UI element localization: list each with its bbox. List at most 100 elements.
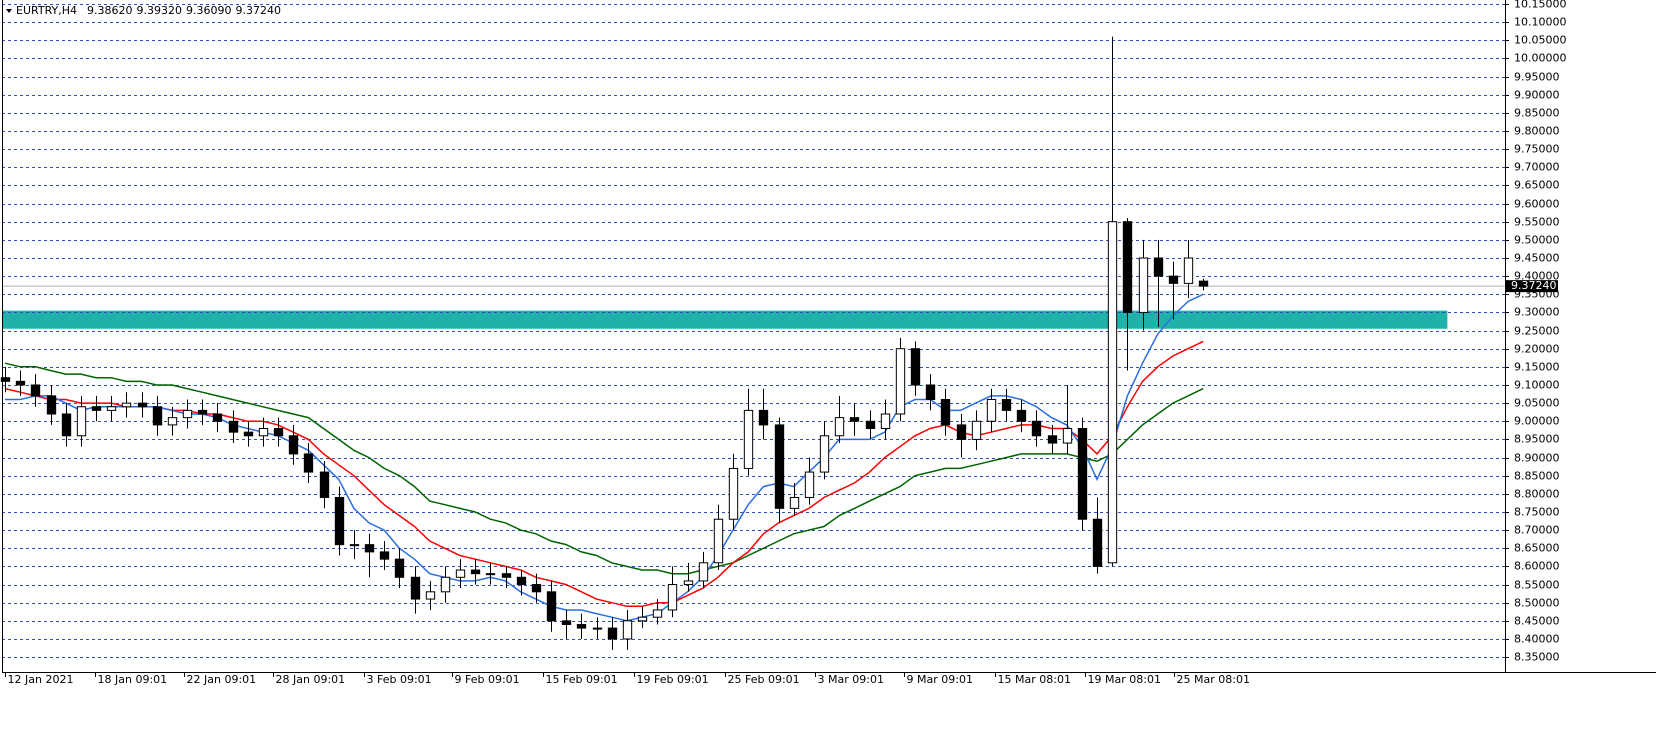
y-tick-label: 8.65000 xyxy=(1514,542,1560,555)
candle-body xyxy=(592,627,603,630)
candle-body xyxy=(865,420,876,430)
y-tick-label: 9.55000 xyxy=(1514,216,1560,229)
candle-body xyxy=(758,409,769,426)
candle-body xyxy=(561,620,572,625)
candle-body xyxy=(1168,275,1179,284)
y-tick-label: 8.85000 xyxy=(1514,470,1560,483)
candle-body xyxy=(485,573,496,576)
candle-body xyxy=(379,551,390,560)
candle-body xyxy=(1122,221,1133,313)
y-tick-label: 10.05000 xyxy=(1514,34,1567,47)
candle-body xyxy=(834,417,845,437)
x-tick-label: 19 Mar 08:01 xyxy=(1088,673,1161,686)
candle-body xyxy=(849,417,860,422)
candle-body xyxy=(819,435,830,473)
candle-body xyxy=(1031,420,1042,437)
y-tick-label: 8.35000 xyxy=(1514,651,1560,664)
y-tick-label: 8.80000 xyxy=(1514,488,1560,501)
candle-body xyxy=(137,402,148,408)
y-tick-label: 9.40000 xyxy=(1514,270,1560,283)
chart-header: EURTRY,H4 9.38620 9.39320 9.36090 9.37240 xyxy=(6,4,281,17)
candle-body xyxy=(1107,221,1118,564)
y-tick-label: 9.95000 xyxy=(1514,71,1560,84)
candle-body xyxy=(228,420,239,433)
candle-body xyxy=(1138,257,1149,313)
y-tick-label: 9.25000 xyxy=(1514,325,1560,338)
candle-body xyxy=(652,609,663,618)
x-tick-label: 9 Feb 09:01 xyxy=(455,673,520,686)
candle-body xyxy=(0,377,11,382)
candle-body xyxy=(319,471,330,498)
y-tick-label: 9.00000 xyxy=(1514,415,1560,428)
x-tick-label: 22 Jan 09:01 xyxy=(187,673,257,686)
y-tick-label: 9.30000 xyxy=(1514,306,1560,319)
candle-body xyxy=(167,417,178,426)
header-text: EURTRY,H4 9.38620 9.39320 9.36090 9.37240 xyxy=(16,4,281,17)
candle-body xyxy=(728,467,739,520)
candle-body xyxy=(410,576,421,600)
candle-body xyxy=(804,471,815,498)
last-price-box xyxy=(1505,280,1558,293)
y-tick-label: 9.05000 xyxy=(1514,397,1560,410)
candle-body xyxy=(349,544,360,547)
y-tick-label: 9.50000 xyxy=(1514,234,1560,247)
candle-body xyxy=(121,402,132,408)
y-tick-label: 8.70000 xyxy=(1514,524,1560,537)
y-tick-label: 8.90000 xyxy=(1514,452,1560,465)
y-tick-label: 8.40000 xyxy=(1514,633,1560,646)
candle-body xyxy=(455,569,466,578)
candle-body xyxy=(501,573,512,578)
candle-body xyxy=(637,616,648,622)
candle-body xyxy=(713,518,724,564)
candle-body xyxy=(425,591,436,600)
candle-body xyxy=(576,623,587,629)
candle-body xyxy=(971,420,982,440)
candle-body xyxy=(516,576,527,586)
candle-body xyxy=(986,398,997,422)
x-tick-label: 3 Mar 09:01 xyxy=(818,673,884,686)
candle-body xyxy=(470,569,481,575)
candle-body xyxy=(925,384,936,400)
grid-layer xyxy=(2,4,1505,658)
moving-average xyxy=(5,293,1204,622)
candle-body xyxy=(1183,257,1194,284)
axis-layer: 8.35000 8.40000 8.45000 8.50000 8.55000 8.600… xyxy=(2,0,1656,686)
zone-layer xyxy=(2,310,1448,329)
candle-body xyxy=(152,406,163,426)
y-tick-label: 9.90000 xyxy=(1514,89,1560,102)
candle-body xyxy=(789,496,800,509)
candle-body xyxy=(622,620,633,640)
high-label: 9.39320 xyxy=(137,4,183,17)
x-tick-label: 9 Mar 09:01 xyxy=(907,673,973,686)
candle-body xyxy=(698,562,709,582)
candle-body xyxy=(607,627,618,640)
candle-body xyxy=(546,591,557,622)
y-tick-label: 9.10000 xyxy=(1514,379,1560,392)
candle-body xyxy=(303,453,314,473)
candle-body xyxy=(61,413,72,437)
candle-body xyxy=(1016,409,1027,422)
y-tick-label: 10.15000 xyxy=(1514,0,1567,11)
y-tick-label: 9.80000 xyxy=(1514,125,1560,138)
y-tick-label: 9.20000 xyxy=(1514,343,1560,356)
candle-body xyxy=(212,413,223,422)
y-tick-label: 8.95000 xyxy=(1514,433,1560,446)
candle-body xyxy=(1001,398,1012,411)
candle-body xyxy=(940,398,951,426)
y-tick-label: 9.65000 xyxy=(1514,179,1560,192)
x-tick-label: 19 Feb 09:01 xyxy=(637,673,709,686)
x-tick-label: 12 Jan 2021 xyxy=(8,673,74,686)
candle-body xyxy=(15,380,26,386)
candle-body xyxy=(1153,257,1164,277)
candle-body xyxy=(182,409,193,419)
candle-body xyxy=(1198,280,1209,287)
y-tick-label: 9.85000 xyxy=(1514,107,1560,120)
y-tick-label: 8.55000 xyxy=(1514,579,1560,592)
last-price-label: 9.37240 xyxy=(1511,279,1557,292)
y-tick-label: 9.60000 xyxy=(1514,198,1560,211)
x-tick-label: 18 Jan 09:01 xyxy=(98,673,168,686)
moving-average xyxy=(4,362,1204,575)
candle-body xyxy=(774,424,785,509)
low-label: 9.36090 xyxy=(186,4,232,17)
candle-body xyxy=(76,406,87,437)
